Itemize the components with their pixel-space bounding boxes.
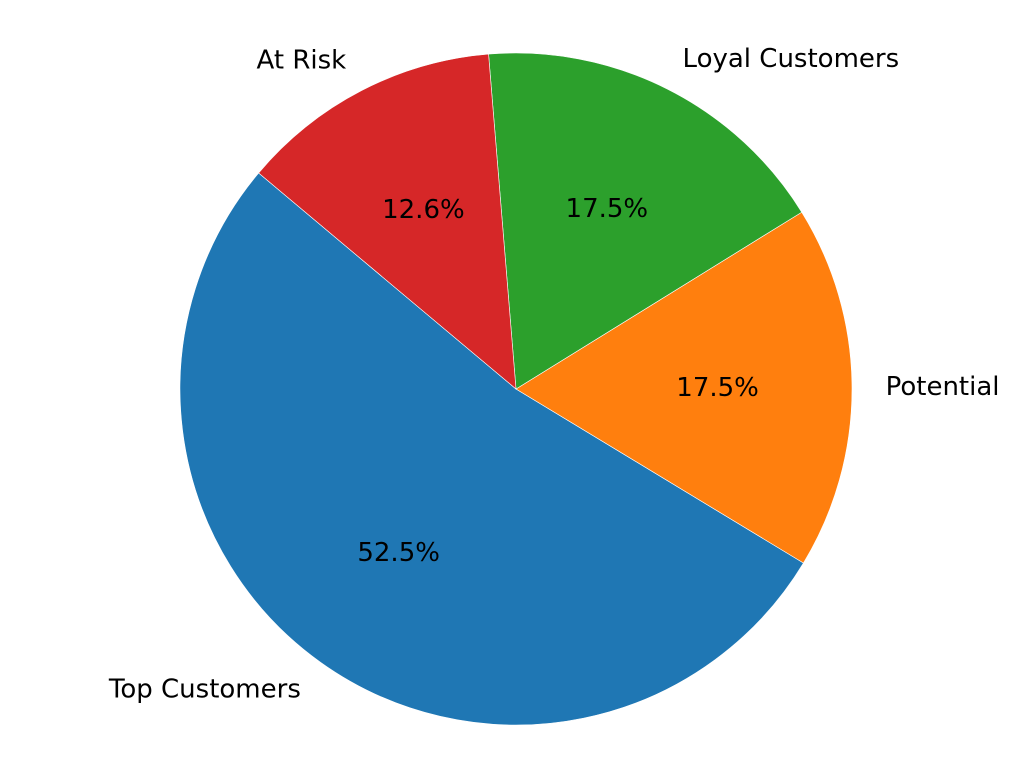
pie-labels: 52.5% Top Customers 17.5% Potential 17.5% Loy…: [108, 44, 1000, 704]
pie-slice-at-risk: [258, 53, 517, 390]
pie-slice-loyal-customers: [488, 52, 803, 390]
pie-percent-label-top-customers: 52.5%: [357, 538, 440, 568]
pie-category-label-top-customers: Top Customers: [108, 675, 301, 705]
pie-category-label-potential: Potential: [886, 372, 1000, 402]
pie-slice-top-customers: [179, 172, 804, 726]
pie-percent-label-loyal-customers: 17.5%: [566, 194, 649, 224]
pie-percent-label-potential: 17.5%: [676, 373, 759, 403]
pie-slice-potential: [515, 211, 853, 564]
pie-category-label-loyal-customers: Loyal Customers: [683, 44, 900, 74]
pie-percent-label-at-risk: 12.6%: [382, 195, 465, 225]
pie-slices: [179, 52, 853, 726]
pie-category-label-at-risk: At Risk: [257, 46, 347, 76]
